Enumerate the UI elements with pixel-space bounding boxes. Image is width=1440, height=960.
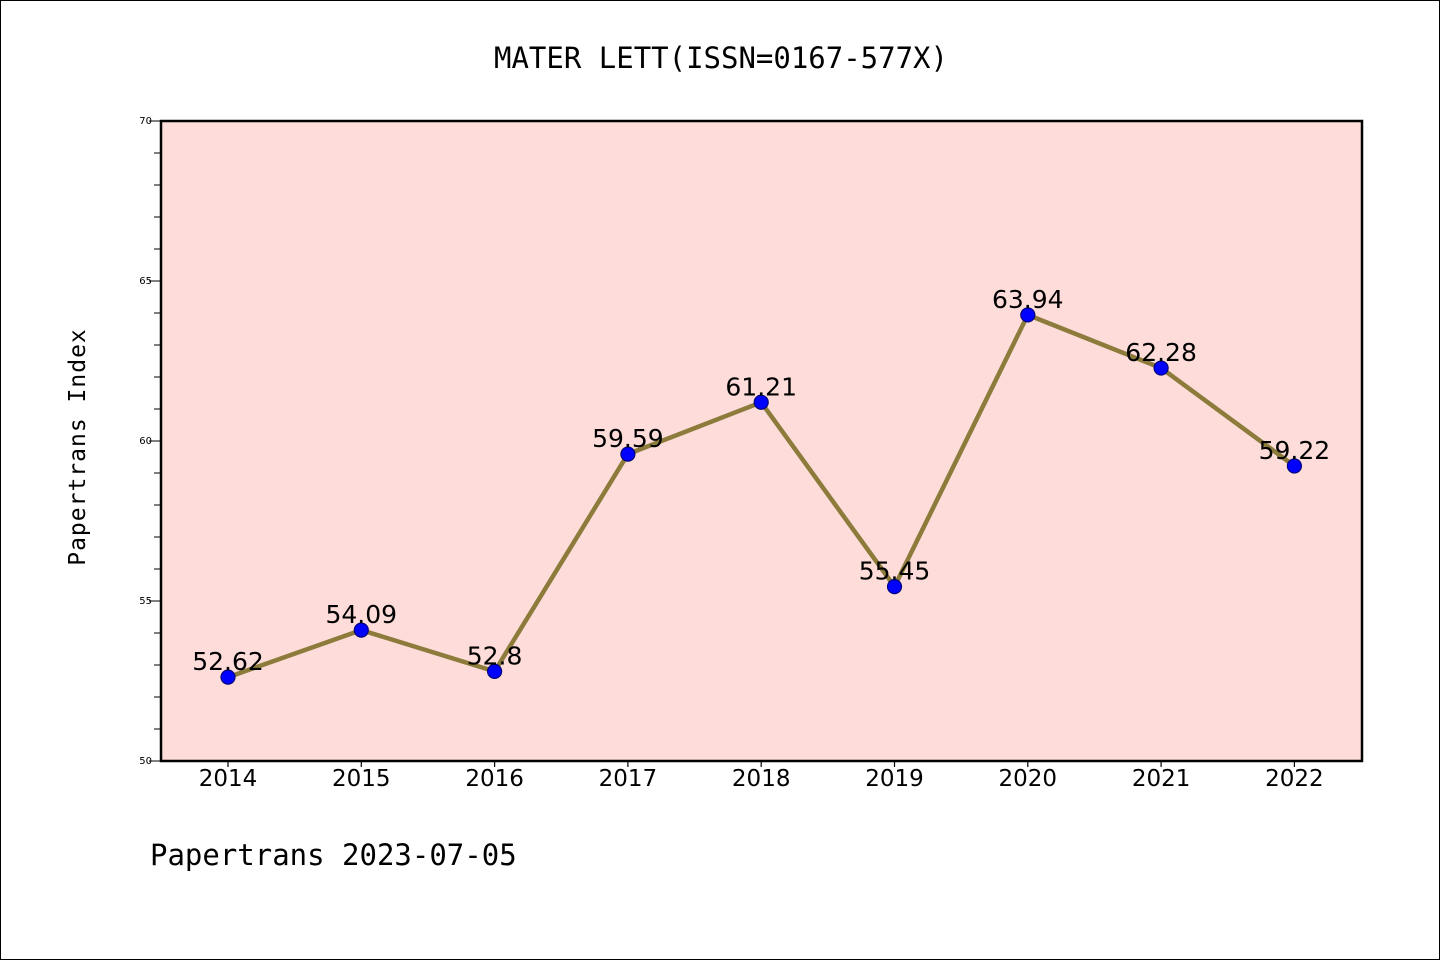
data-point [1153, 360, 1169, 376]
data-label: 55.45 [859, 557, 931, 586]
data-point [353, 622, 369, 638]
data-label: 52.62 [192, 647, 264, 676]
plot-frame [159, 119, 1364, 763]
y-axis-ticks: 50 55 60 65 70 [139, 116, 161, 767]
data-point [753, 394, 769, 410]
data-point [620, 446, 636, 462]
data-label: 61.21 [725, 372, 797, 401]
y-axis-label: Papertrans Index [65, 328, 91, 566]
data-point [220, 669, 236, 685]
y-tick-label: 50 [139, 756, 152, 767]
y-tick-label: 60 [139, 436, 152, 447]
x-axis-ticks: 2014 2015 2016 2017 2018 2019 2020 2021 2022 [199, 761, 1324, 792]
data-point [487, 663, 503, 680]
data-labels: 52.62 54.09 52.8 59.59 61.21 55.45 63.94 62.28 5… [192, 285, 1330, 676]
x-tick-label: 2016 [465, 766, 524, 792]
x-tick-label: 2020 [999, 766, 1058, 792]
y-tick-label: 65 [139, 276, 152, 287]
y-tick-label: 55 [139, 596, 152, 607]
chart-title: MATER LETT(ISSN=0167-577X) [494, 41, 948, 75]
x-tick-label: 2021 [1132, 766, 1191, 792]
y-tick-label: 70 [139, 116, 152, 127]
plot-area [161, 121, 1362, 761]
x-tick-label: 2022 [1265, 766, 1324, 792]
data-label: 59.59 [592, 424, 664, 453]
data-point [886, 578, 903, 595]
data-label: 62.28 [1125, 338, 1197, 367]
x-tick-label: 2019 [865, 766, 924, 792]
data-point [1286, 458, 1303, 474]
x-tick-label: 2017 [599, 766, 658, 792]
data-label: 54.09 [326, 600, 398, 629]
data-label: 52.8 [467, 641, 523, 670]
x-tick-label: 2018 [732, 766, 791, 792]
x-tick-label: 2014 [199, 766, 258, 792]
x-tick-label: 2015 [332, 766, 391, 792]
data-label: 63.94 [992, 285, 1064, 314]
data-point [1020, 307, 1036, 323]
data-markers [220, 307, 1303, 685]
data-label: 59.22 [1259, 436, 1331, 465]
footer-note: Papertrans 2023-07-05 [150, 838, 517, 872]
